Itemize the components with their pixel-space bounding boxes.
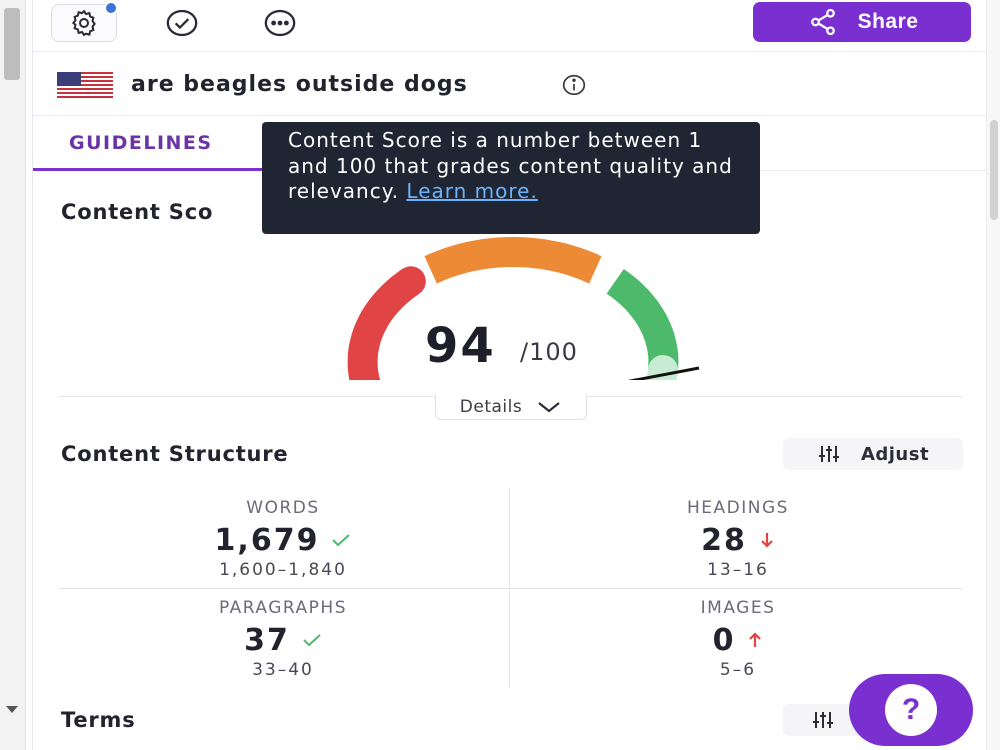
metric-images: IMAGES 0 5–6 xyxy=(588,598,888,680)
content-score-gauge xyxy=(347,236,700,380)
metric-label: WORDS xyxy=(246,498,320,518)
learn-more-link[interactable]: Learn more. xyxy=(406,179,538,203)
metric-label: IMAGES xyxy=(700,598,776,618)
share-icon xyxy=(810,8,835,36)
scroll-down-arrow-icon[interactable] xyxy=(6,706,18,713)
adjust-label: Adjust xyxy=(860,443,930,465)
metric-range: 5–6 xyxy=(719,660,757,680)
right-scrollbar-thumb[interactable] xyxy=(990,120,998,220)
gauge-needle xyxy=(627,366,700,380)
metrics-grid: WORDS 1,679 1,600–1,840 HEADINGS 28 13–1… xyxy=(33,488,987,688)
content-structure-title: Content Structure xyxy=(61,442,289,466)
score-value: 94 xyxy=(425,318,496,374)
metric-value: 28 xyxy=(701,522,747,558)
keyword-row: are beagles outside dogs xyxy=(33,52,987,116)
sliders-icon xyxy=(818,446,839,462)
metric-paragraphs: PARAGRAPHS 37 33–40 xyxy=(133,598,433,680)
chevron-down-icon xyxy=(538,401,560,412)
keyword-text: are beagles outside dogs xyxy=(131,72,468,97)
gear-icon xyxy=(72,9,96,37)
more-options-button[interactable] xyxy=(247,4,313,42)
metric-value: 37 xyxy=(244,622,290,658)
us-flag-icon xyxy=(57,72,113,98)
content-score-tooltip: Content Score is a number between 1 and … xyxy=(262,122,760,234)
metric-range: 13–16 xyxy=(707,560,769,580)
arrow-up-icon xyxy=(749,632,762,647)
metric-value: 0 xyxy=(712,622,736,658)
optimizer-panel: Share are beagles outside dogs xyxy=(32,0,987,750)
share-label: Share xyxy=(857,10,919,33)
gauge-segment-red xyxy=(347,266,426,380)
left-scrollbar[interactable] xyxy=(0,0,26,750)
notification-dot xyxy=(104,1,118,15)
metric-label: PARAGRAPHS xyxy=(219,598,347,618)
details-label: Details xyxy=(459,396,523,417)
gauge-segment-green xyxy=(606,269,679,372)
arrow-down-icon xyxy=(761,533,773,548)
right-scrollbar[interactable] xyxy=(986,0,1000,750)
top-toolbar: Share xyxy=(33,0,987,52)
share-button[interactable]: Share xyxy=(753,2,971,42)
sliders-icon xyxy=(813,712,833,728)
check-circle-icon xyxy=(166,9,198,37)
more-horizontal-icon xyxy=(264,9,296,37)
metric-range: 1,600–1,840 xyxy=(219,560,347,580)
details-button[interactable]: Details xyxy=(435,394,587,420)
tooltip-text: Content Score is a number between 1 and … xyxy=(288,128,733,203)
gauge-segment-orange xyxy=(424,236,602,284)
metric-headings: HEADINGS 28 13–16 xyxy=(588,498,888,580)
settings-button[interactable] xyxy=(51,1,118,42)
check-button[interactable] xyxy=(149,4,215,42)
metric-label: HEADINGS xyxy=(687,498,789,518)
terms-title: Terms xyxy=(61,708,136,732)
adjust-button[interactable]: Adjust xyxy=(783,438,963,470)
metric-value: 1,679 xyxy=(214,522,320,558)
help-button[interactable]: ? xyxy=(849,674,973,746)
tab-guidelines[interactable]: GUIDELINES xyxy=(33,117,269,171)
check-icon xyxy=(332,534,351,547)
help-icon: ? xyxy=(885,684,937,736)
score-max: /100 xyxy=(520,338,578,366)
check-icon xyxy=(303,634,321,647)
metrics-horizontal-divider xyxy=(59,588,963,589)
metric-range: 33–40 xyxy=(252,660,314,680)
left-scrollbar-thumb[interactable] xyxy=(4,8,20,80)
metric-words: WORDS 1,679 1,600–1,840 xyxy=(133,498,433,580)
content-score-title: Content Sco xyxy=(61,200,214,224)
info-icon[interactable] xyxy=(559,72,589,98)
